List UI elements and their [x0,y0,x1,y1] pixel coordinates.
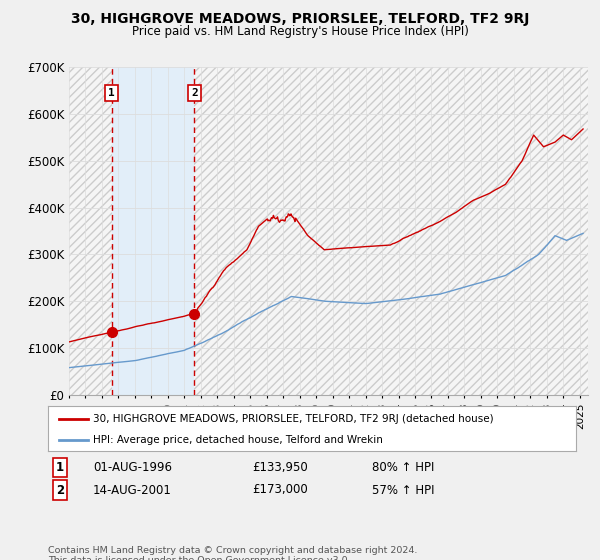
Text: 30, HIGHGROVE MEADOWS, PRIORSLEE, TELFORD, TF2 9RJ (detached house): 30, HIGHGROVE MEADOWS, PRIORSLEE, TELFOR… [93,413,494,423]
Bar [69,67,112,395]
Text: 14-AUG-2001: 14-AUG-2001 [93,483,172,497]
Text: HPI: Average price, detached house, Telford and Wrekin: HPI: Average price, detached house, Telf… [93,435,383,445]
Text: 30, HIGHGROVE MEADOWS, PRIORSLEE, TELFORD, TF2 9RJ: 30, HIGHGROVE MEADOWS, PRIORSLEE, TELFOR… [71,12,529,26]
Text: Price paid vs. HM Land Registry's House Price Index (HPI): Price paid vs. HM Land Registry's House … [131,25,469,38]
Text: £173,000: £173,000 [252,483,308,497]
Bar [194,67,588,395]
Text: 1: 1 [56,461,64,474]
Text: 80% ↑ HPI: 80% ↑ HPI [372,461,434,474]
Bar [69,67,112,395]
Text: 2: 2 [191,88,198,98]
Text: 1: 1 [108,88,115,98]
Text: 01-AUG-1996: 01-AUG-1996 [93,461,172,474]
Text: 2: 2 [56,483,64,497]
Text: Contains HM Land Registry data © Crown copyright and database right 2024.
This d: Contains HM Land Registry data © Crown c… [48,546,418,560]
Bar [112,67,194,395]
Bar [194,67,588,395]
Text: 57% ↑ HPI: 57% ↑ HPI [372,483,434,497]
Text: £133,950: £133,950 [252,461,308,474]
